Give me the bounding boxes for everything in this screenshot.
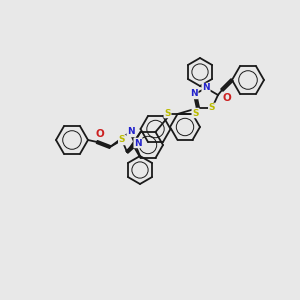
Text: N: N xyxy=(202,83,210,92)
Text: S: S xyxy=(192,109,199,118)
Text: N: N xyxy=(190,89,198,98)
Text: O: O xyxy=(223,93,231,103)
Text: S: S xyxy=(119,136,125,145)
Text: N: N xyxy=(134,139,142,148)
Text: S: S xyxy=(164,109,171,118)
Text: O: O xyxy=(96,129,104,139)
Text: S: S xyxy=(209,103,215,112)
Text: N: N xyxy=(127,128,135,136)
